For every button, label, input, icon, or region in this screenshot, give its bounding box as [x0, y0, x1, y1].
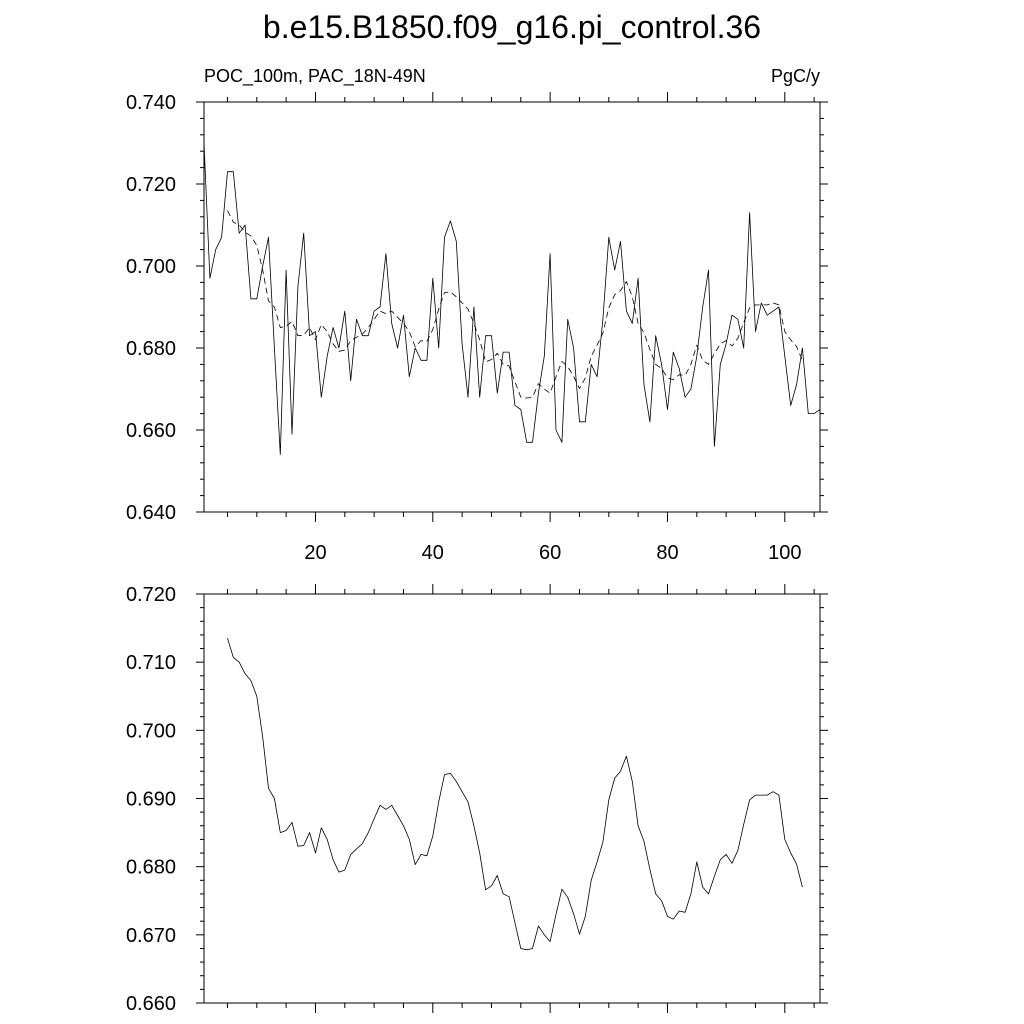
- bottom-panel: 0.660 0.670 0.680 0.690 0.700 0.710 0.720: [126, 584, 828, 1015]
- top-y-tick-label: 0.740: [126, 92, 176, 114]
- bottom-y-tick-label: 0.660: [126, 993, 176, 1015]
- bottom-y-tick-label: 0.720: [126, 584, 176, 606]
- top-x-tick-label: 60: [539, 542, 561, 564]
- top-y-tick-label: 0.640: [126, 502, 176, 524]
- bottom-y-tick-label: 0.690: [126, 789, 176, 811]
- top-panel-left-label: POC_100m, PAC_18N-49N: [204, 66, 426, 87]
- top-panel-units-label: PgC/y: [771, 66, 820, 86]
- top-panel: POC_100m, PAC_18N-49N PgC/y 0.640 0.660 0.…: [126, 66, 828, 564]
- top-y-tick-label: 0.680: [126, 338, 176, 360]
- bottom-y-tick-label: 0.700: [126, 720, 176, 742]
- bottom-series-solid-line: [227, 638, 803, 951]
- top-series-dashed-line: [227, 210, 803, 399]
- top-series-solid-line: [203, 142, 821, 456]
- chart-title: b.e15.B1850.f09_g16.pi_control.36: [263, 9, 761, 45]
- top-x-tick-label: 100: [768, 542, 801, 564]
- top-x-tick-label: 80: [656, 542, 678, 564]
- top-x-tick-label: 40: [422, 542, 444, 564]
- top-y-tick-label: 0.660: [126, 420, 176, 442]
- top-y-tick-label: 0.720: [126, 174, 176, 196]
- top-plot-frame: [203, 101, 821, 513]
- bottom-y-tick-label: 0.680: [126, 857, 176, 879]
- bottom-y-tick-label: 0.670: [126, 925, 176, 947]
- bottom-plot-frame: [203, 593, 821, 1004]
- bottom-y-tick-label: 0.710: [126, 652, 176, 674]
- top-x-tick-label: 20: [304, 542, 326, 564]
- top-y-tick-label: 0.700: [126, 256, 176, 278]
